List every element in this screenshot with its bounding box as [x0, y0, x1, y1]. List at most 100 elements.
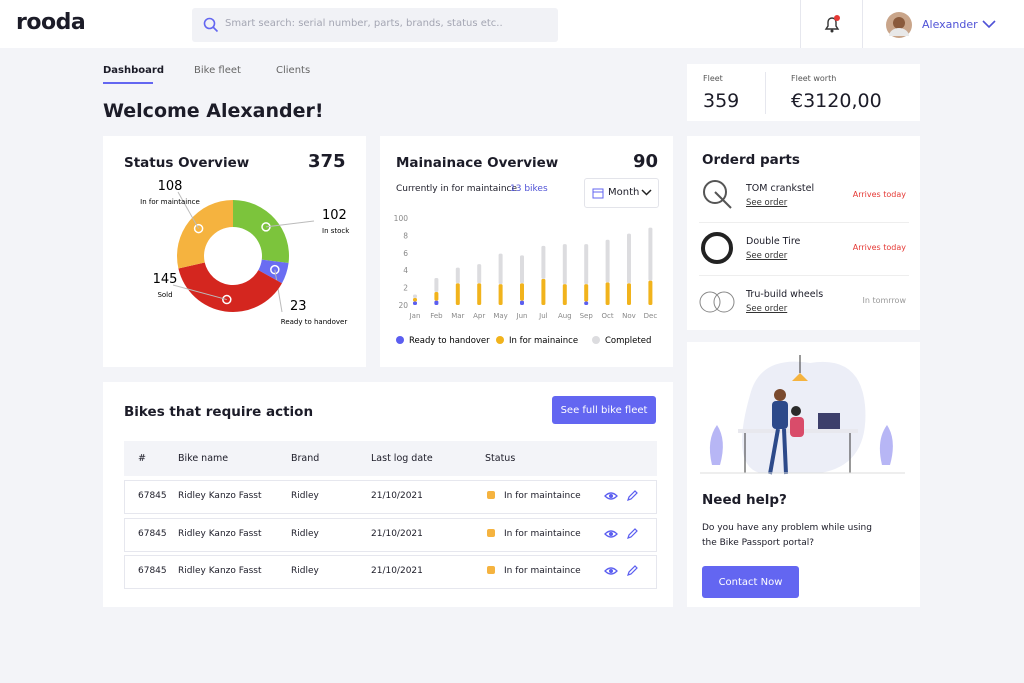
- bar-segment: [455, 283, 460, 305]
- segment-dot: [193, 223, 204, 234]
- table-row[interactable]: [124, 480, 657, 514]
- tab[interactable]: Clients: [276, 65, 311, 76]
- bar-segment: [541, 278, 546, 305]
- y-axis-label: 100: [394, 214, 409, 223]
- search-placeholder: Smart search: serial number, parts, bran…: [225, 18, 503, 29]
- legend-swatch: [496, 336, 504, 344]
- y-axis-label: 4: [403, 266, 408, 275]
- table-cell: In for maintaince: [504, 566, 581, 576]
- tab[interactable]: Dashboard: [103, 65, 164, 76]
- bar-segment: [605, 282, 610, 305]
- column-header: Status: [485, 453, 516, 464]
- bar-segment: [562, 244, 567, 285]
- segment-value: 23: [290, 299, 307, 314]
- status-dot: [487, 528, 495, 537]
- stat-label: Fleet worth: [791, 74, 837, 83]
- segment-label: In for maintaince: [140, 198, 200, 206]
- table-cell: 67845: [138, 491, 167, 501]
- user-name[interactable]: Alexander: [922, 18, 978, 31]
- filter-dropdown[interactable]: [584, 178, 659, 208]
- y-axis-label: 20: [398, 301, 408, 310]
- leader-line: [265, 220, 315, 228]
- x-tick-label: Oct: [602, 312, 614, 320]
- maintenance-card: [380, 136, 673, 367]
- part-status: In tomrrow: [862, 296, 907, 305]
- part-name: Tru-build wheels: [746, 289, 824, 300]
- tab-underline: [103, 82, 153, 84]
- x-tick-label: Aug: [558, 312, 572, 320]
- bar-segment: [477, 283, 482, 305]
- fleet-button[interactable]: See full bike fleet: [552, 396, 656, 424]
- table-row[interactable]: [124, 517, 657, 552]
- bell-icon[interactable]: [822, 14, 842, 34]
- divider: [800, 0, 801, 48]
- logo[interactable]: rooda: [16, 10, 86, 35]
- table-cell: Ridley Kanzo Fasst: [178, 566, 262, 576]
- donut-segment: [233, 200, 289, 263]
- status-card: [103, 136, 366, 367]
- row-actions[interactable]: [604, 527, 640, 540]
- search-box[interactable]: [192, 8, 558, 42]
- subtitle: Currently in for maintaince: [396, 184, 518, 194]
- table-cell: In for maintaince: [504, 491, 581, 501]
- row-actions[interactable]: [604, 565, 640, 577]
- illustration: [700, 355, 905, 475]
- bar-segment: [520, 300, 524, 305]
- bar-segment: [413, 294, 417, 299]
- segment-value: 108: [158, 179, 183, 194]
- bar-segment: [413, 298, 417, 302]
- table-cell: Ridley Kanzo Fasst: [178, 491, 262, 501]
- avatar[interactable]: [886, 12, 912, 38]
- chevron[interactable]: [982, 19, 996, 29]
- x-tick-label: Nov: [622, 312, 636, 320]
- table-row[interactable]: [124, 555, 657, 589]
- table-cell: Ridley Kanzo Fasst: [178, 528, 262, 539]
- contact-button[interactable]: Contact Now: [702, 566, 799, 598]
- stat-value: €3120,00: [791, 90, 882, 112]
- bar-segment: [648, 227, 653, 281]
- part-link[interactable]: See order: [746, 198, 788, 208]
- segment-label: Ready to handover: [281, 318, 348, 326]
- card-title: Status Overview: [124, 155, 250, 171]
- legend-label: In for mainaince: [509, 336, 578, 346]
- calendar-icon: [592, 188, 604, 199]
- part-icon: [701, 232, 733, 264]
- part-name: TOM crankstel: [746, 183, 815, 194]
- chevron: [641, 189, 652, 196]
- welcome: Welcome Alexander!: [103, 100, 324, 122]
- segment-label: Sold: [157, 291, 172, 299]
- x-tick-label: Apr: [473, 312, 485, 320]
- bar-segment: [584, 244, 589, 285]
- card-title: Orderd parts: [702, 152, 800, 168]
- table-header: [124, 441, 657, 476]
- segment-dot: [222, 294, 232, 305]
- part-link[interactable]: See order: [746, 251, 788, 261]
- legend-label: Ready to handover: [409, 336, 490, 346]
- donut-segment: [178, 262, 282, 312]
- column-header: Bike name: [178, 453, 229, 464]
- leader-line: [177, 191, 200, 229]
- donut-segment: [177, 200, 233, 269]
- part-link[interactable]: See order: [746, 304, 788, 314]
- segment-value: 145: [153, 272, 178, 287]
- help-title: Need help?: [702, 492, 787, 508]
- column-header: Last log date: [371, 453, 433, 464]
- y-axis-label: 8: [403, 231, 408, 240]
- part-status: Arrives today: [852, 243, 906, 252]
- part-icon: [703, 180, 732, 209]
- subtitle-link[interactable]: 13 bikes: [510, 184, 548, 194]
- stat-value: 359: [703, 90, 740, 112]
- bar-segment: [605, 239, 610, 283]
- bar-segment: [520, 283, 524, 301]
- status-dot: [487, 491, 495, 499]
- leader-line: [172, 284, 227, 301]
- tab[interactable]: Bike fleet: [194, 65, 241, 76]
- card-title: Mainainace Overview: [396, 155, 559, 171]
- segment-value: 102: [322, 208, 347, 223]
- x-tick-label: Mar: [451, 312, 464, 320]
- row-actions[interactable]: [604, 490, 640, 502]
- bar-segment: [648, 280, 653, 305]
- table-cell: Ridley: [291, 566, 319, 576]
